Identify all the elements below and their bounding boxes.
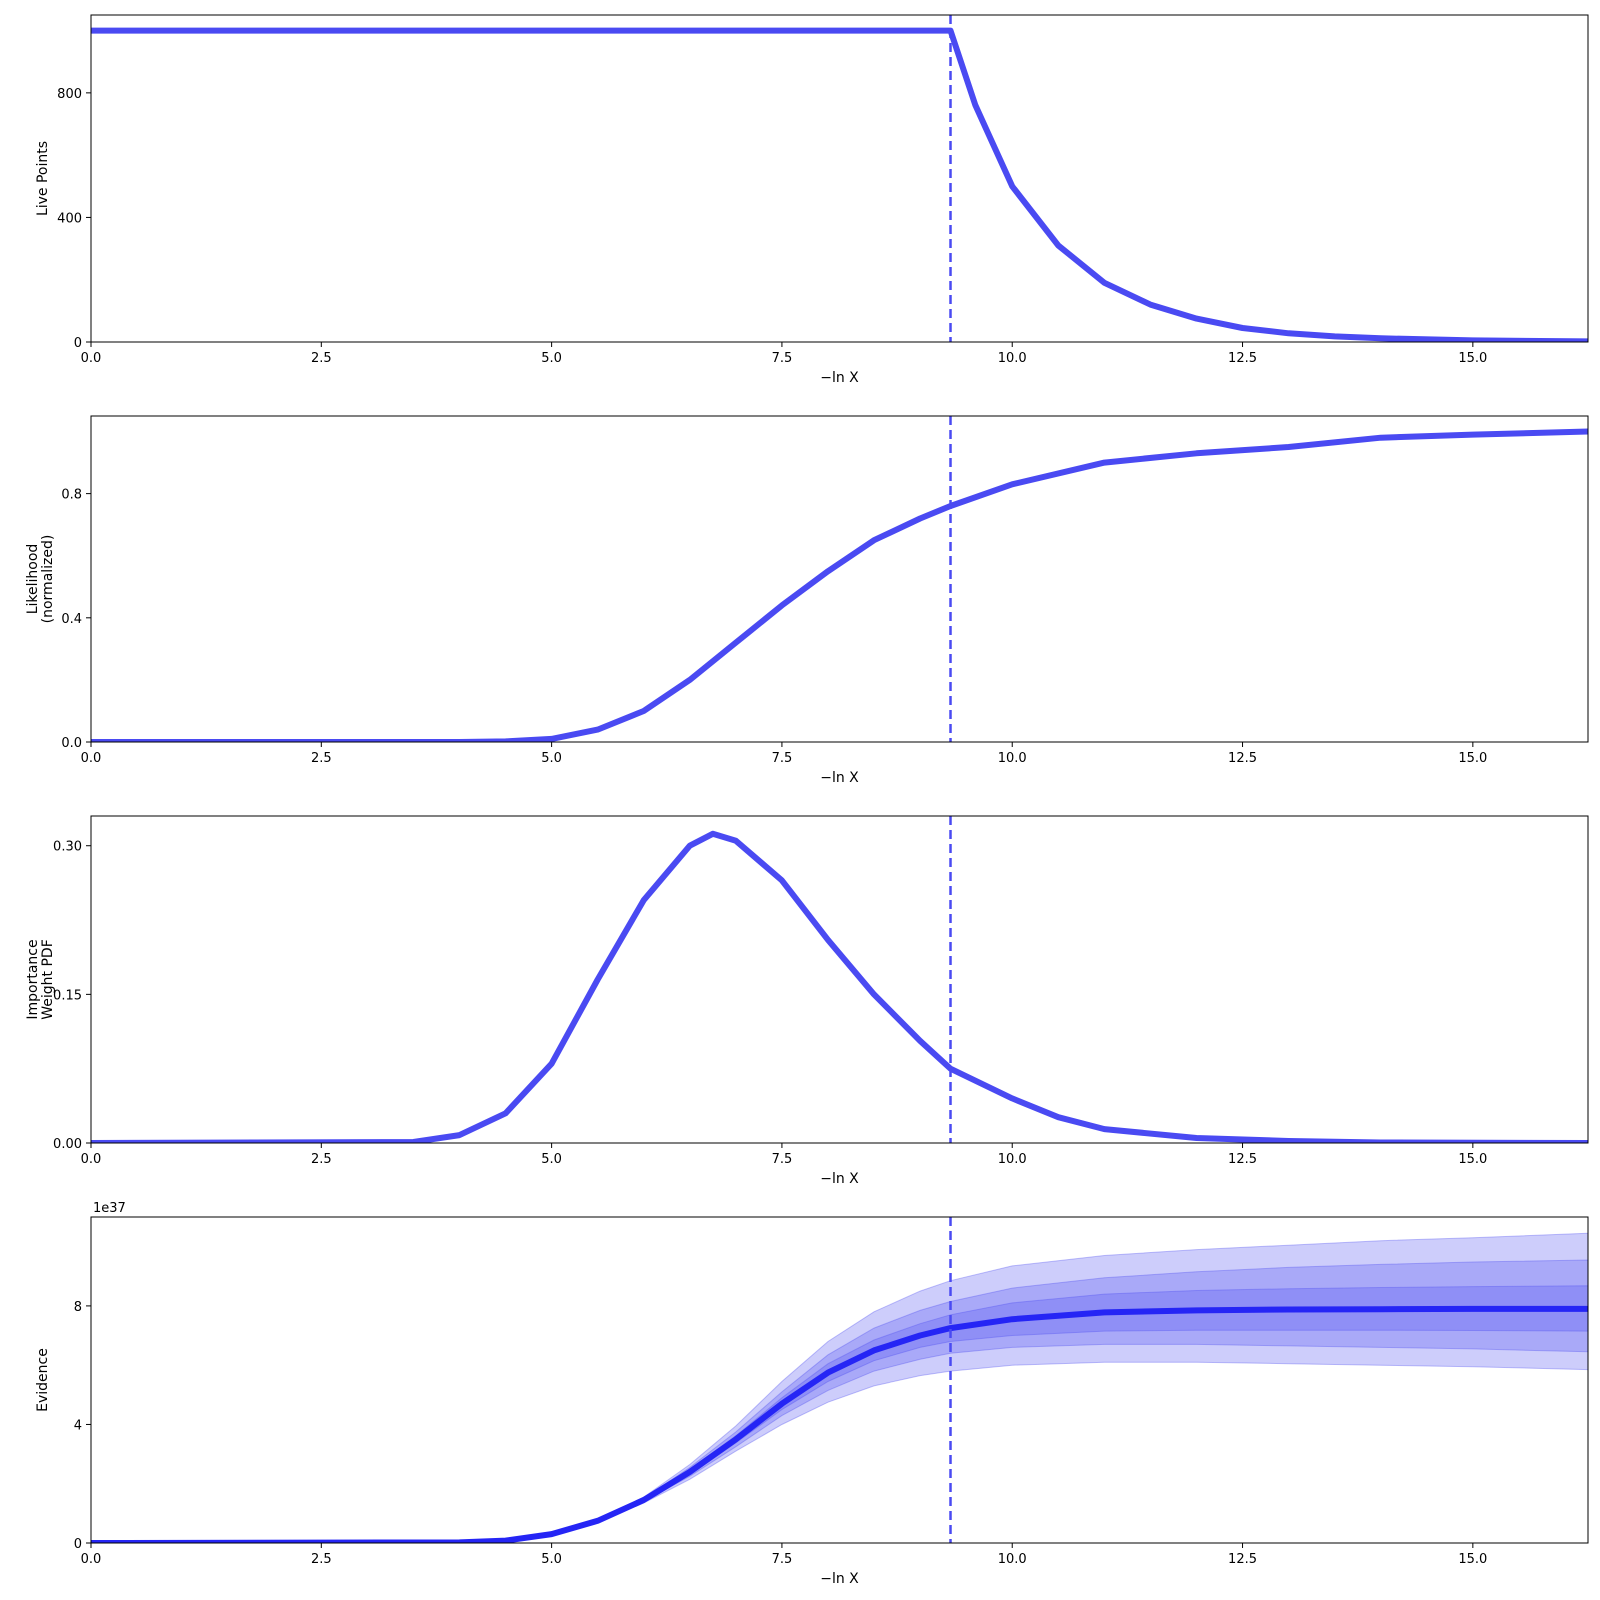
x-tick-label: 2.5 xyxy=(311,351,332,366)
axes-frame xyxy=(90,415,1589,743)
panel-evidence: 0.0 2.5 5.0 7.5 10.0 12.5 15.0 0 4 8 −ln X Evidence… xyxy=(35,1201,1589,1587)
plot-area xyxy=(91,27,1588,342)
y-tick-label: 0.00 xyxy=(53,1137,82,1152)
evidence-band-3 xyxy=(91,1285,1588,1543)
x-tick-label: 0.0 xyxy=(81,351,102,366)
x-tick-label: 12.5 xyxy=(1228,351,1257,366)
x-tick-label: 10.0 xyxy=(998,1552,1027,1567)
x-tick-label: 2.5 xyxy=(311,751,332,766)
evidence-band-2 xyxy=(91,1259,1588,1543)
y-offset-label: 1e37 xyxy=(93,1201,126,1216)
y-tick-label: 400 xyxy=(57,211,82,226)
x-tick-label: 2.5 xyxy=(311,1152,332,1167)
x-tick-label: 5.0 xyxy=(541,351,562,366)
x-tick-label: 7.5 xyxy=(772,1152,793,1167)
live-points-line xyxy=(91,27,1588,342)
panel-live-points: 0.0 2.5 5.0 7.5 10.0 12.5 15.0 0 400 800 −ln X Live… xyxy=(35,14,1589,386)
x-tick-label: 5.0 xyxy=(541,1552,562,1567)
x-tick-label: 7.5 xyxy=(772,751,793,766)
x-axis-label: −ln X xyxy=(820,770,859,786)
y-tick-label: 0.0 xyxy=(61,736,82,751)
x-tick-label: 15.0 xyxy=(1458,351,1487,366)
x-axis-label: −ln X xyxy=(820,1571,859,1587)
importance-weight-line xyxy=(91,830,1588,1143)
x-tick-label: 10.0 xyxy=(998,1152,1027,1167)
x-tick-label: 12.5 xyxy=(1228,1152,1257,1167)
y-tick-label: 4 xyxy=(74,1418,82,1433)
y-tick-label: 8 xyxy=(74,1300,82,1315)
y-axis-label: (normalized) xyxy=(40,535,56,624)
y-tick-label: 0.30 xyxy=(53,840,82,855)
x-tick-label: 0.0 xyxy=(81,751,102,766)
x-tick-label: 0.0 xyxy=(81,1152,102,1167)
y-tick-label: 0.15 xyxy=(53,988,82,1003)
x-tick-label: 2.5 xyxy=(311,1552,332,1567)
x-tick-label: 5.0 xyxy=(541,1152,562,1167)
x-tick-label: 12.5 xyxy=(1228,1552,1257,1567)
likelihood-line xyxy=(91,428,1588,742)
x-tick-label: 10.0 xyxy=(998,351,1027,366)
y-axis-label: Importance xyxy=(25,939,41,1019)
plot-area xyxy=(91,830,1588,1143)
y-tick-label: 0 xyxy=(74,336,82,351)
y-tick-label: 0.4 xyxy=(61,612,82,627)
x-tick-label: 15.0 xyxy=(1458,751,1487,766)
x-tick-label: 0.0 xyxy=(81,1552,102,1567)
x-axis-label: −ln X xyxy=(820,1171,859,1187)
y-axis-label: Likelihood xyxy=(25,544,41,615)
x-tick-label: 7.5 xyxy=(772,351,793,366)
y-axis-label: Evidence xyxy=(35,1348,51,1412)
panel-likelihood: 0.0 2.5 5.0 7.5 10.0 12.5 15.0 0.0 0.4 0.8 −ln X Li… xyxy=(25,415,1589,786)
y-tick-label: 800 xyxy=(57,87,82,102)
axes-frame xyxy=(90,14,1589,343)
x-tick-label: 15.0 xyxy=(1458,1552,1487,1567)
x-tick-label: 10.0 xyxy=(998,751,1027,766)
evidence-median-line xyxy=(91,1305,1588,1543)
y-tick-label: 0 xyxy=(74,1537,82,1552)
x-tick-label: 15.0 xyxy=(1458,1152,1487,1167)
y-axis-label: Live Points xyxy=(35,141,51,216)
axes-frame xyxy=(90,1216,1589,1544)
x-tick-label: 12.5 xyxy=(1228,751,1257,766)
panel-importance-weight: 0.0 2.5 5.0 7.5 10.0 12.5 15.0 0.00 0.15 0.30 −ln … xyxy=(25,815,1589,1187)
y-axis-label: Weight PDF xyxy=(40,939,56,1020)
x-tick-label: 7.5 xyxy=(772,1552,793,1567)
plot-area xyxy=(91,428,1588,742)
x-axis-label: −ln X xyxy=(820,370,859,386)
plot-area xyxy=(91,1232,1588,1543)
y-tick-label: 0.8 xyxy=(61,488,82,503)
x-tick-label: 5.0 xyxy=(541,751,562,766)
axes-frame xyxy=(90,815,1589,1144)
